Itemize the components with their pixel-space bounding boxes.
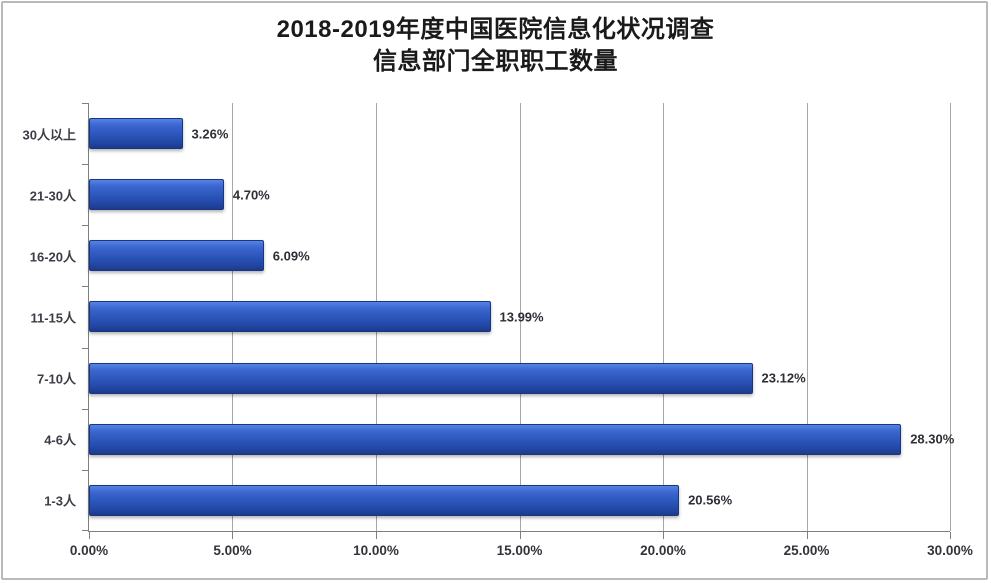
category-label: 11-15人 (30, 310, 76, 326)
y-axis-tick (82, 469, 88, 471)
bar-row: 30人以上 3.26% (23, 103, 950, 164)
x-axis-tick (375, 532, 377, 539)
bar: 23.12% (89, 362, 806, 394)
x-axis-label: 30.00% (927, 543, 973, 558)
category-label: 4-6人 (44, 432, 76, 448)
y-axis-tick (82, 286, 88, 288)
value-label: 13.99% (499, 309, 544, 325)
y-axis-tick (82, 103, 88, 104)
bar-row: 1-3人 20.56% (44, 470, 950, 531)
bar-row: 7-10人 23.12% (37, 348, 950, 409)
bar: 6.09% (89, 240, 310, 272)
value-label: 20.56% (688, 492, 733, 508)
x-axis-tick (89, 532, 90, 539)
x-axis-tick (806, 532, 808, 539)
y-axis-tick (82, 408, 88, 410)
bar-row: 4-6人 28.30% (44, 409, 954, 470)
y-axis-tick (82, 347, 88, 349)
bar: 13.99% (89, 301, 544, 333)
x-axis-tick (662, 532, 664, 539)
bar-row: 16-20人 6.09% (30, 225, 950, 286)
value-label: 3.26% (191, 126, 229, 142)
y-axis-tick (82, 225, 88, 227)
bar: 3.26% (89, 118, 228, 150)
x-axis-label: 25.00% (783, 543, 830, 558)
chart-title-line1: 2018-2019年度中国医院信息化状况调查 (276, 16, 715, 43)
x-axis-label: 20.00% (640, 543, 686, 558)
x-axis-label: 5.00% (213, 543, 252, 558)
x-axis-tick (232, 532, 234, 539)
value-label: 23.12% (761, 370, 806, 386)
bar: 28.30% (89, 423, 954, 455)
value-label: 6.09% (272, 248, 310, 264)
category-label: 7-10人 (36, 371, 76, 387)
gridline-15.00% (519, 103, 521, 531)
value-label: 28.30% (910, 431, 955, 447)
x-axis-tick (950, 532, 951, 539)
gridline-30.00% (950, 103, 951, 531)
x-axis-tick (519, 532, 521, 539)
x-axis-label: 10.00% (353, 543, 399, 558)
bar: 20.56% (89, 484, 732, 516)
chart-title-line2: 信息部门全职职工数量 (373, 48, 618, 75)
chart-title: 2018-2019年度中国医院信息化状况调查 信息部门全职职工数量 (0, 14, 991, 78)
y-axis-tick (82, 164, 88, 166)
y-axis-tick (82, 530, 88, 531)
category-label: 16-20人 (29, 249, 76, 265)
category-label: 30人以上 (22, 127, 76, 143)
x-axis-label: 0.00% (69, 543, 109, 558)
gridline-25.00% (806, 103, 808, 531)
x-axis-label: 15.00% (496, 543, 543, 558)
bar-row: 11-15人 13.99% (30, 286, 950, 347)
plot-area: 30人以上 3.26% 21-30人 4.70% 16-20人 6.09% 11-15人 13… (23, 103, 973, 558)
bar-row: 21-30人 4.70% (30, 164, 950, 225)
category-label: 1-3人 (44, 493, 76, 509)
category-label: 21-30人 (29, 188, 76, 204)
value-label: 4.70% (232, 187, 270, 203)
bar: 4.70% (89, 179, 270, 211)
gridline-20.00% (662, 103, 664, 531)
